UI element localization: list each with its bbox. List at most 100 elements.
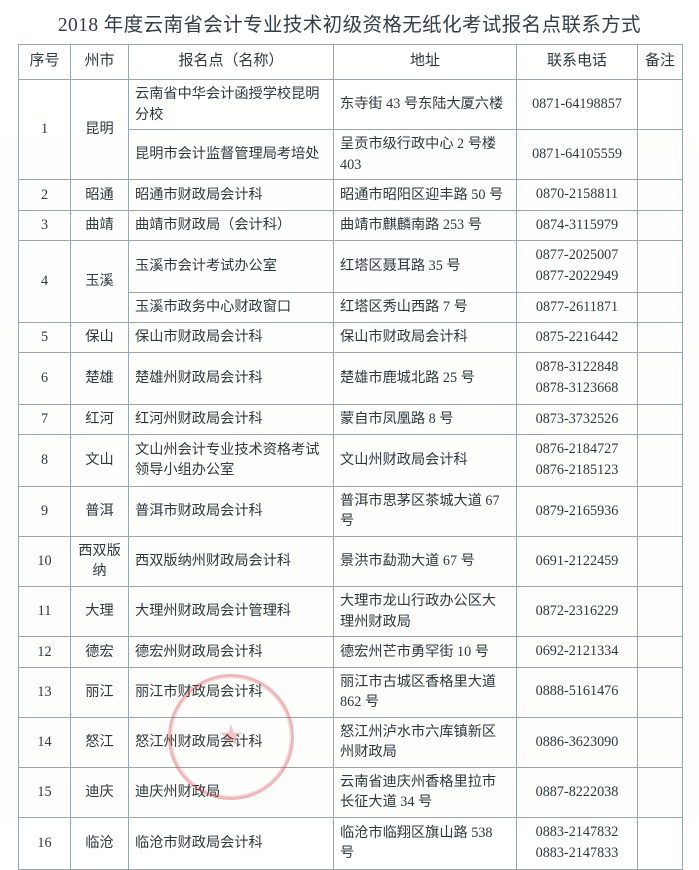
cell-phone: 0878-3122848 0878-3123668: [516, 352, 638, 405]
phone-number: 0883-2147833: [535, 845, 619, 862]
cell-address: 蒙自市凤凰路 8 号: [333, 403, 517, 436]
cell-no: 15: [18, 766, 71, 819]
cell-phone: 0871-64198857: [516, 78, 638, 131]
table-row: 6 楚雄 楚雄州财政局会计科 楚雄市鹿城北路 25 号 0878-3122848 0878…: [18, 352, 683, 405]
cell-note: [637, 403, 683, 436]
cell-site-name: 西双版纳州财政局会计科: [128, 535, 334, 588]
cell-phone: 0879-2165936: [516, 485, 638, 537]
cell-city: 迪庆: [70, 766, 129, 819]
column-header-site: 报名点（名称）: [128, 44, 334, 80]
phone-number: 0877-2025007: [535, 246, 619, 263]
cell-no: 14: [18, 716, 71, 768]
phone-number: 0878-3123668: [535, 380, 619, 397]
table-header: 序号 州市 报名点（名称） 地址 联系电话 备注: [18, 44, 683, 80]
cell-phone: 0871-64105559: [516, 129, 638, 181]
cell-address: 东寺街 43 号东陆大厦六楼: [333, 78, 517, 131]
cell-site-name: 昭通市财政局会计科: [128, 179, 334, 211]
phone-number: 0872-2316229: [535, 602, 619, 619]
cell-phone: 0691-2122459: [516, 535, 638, 588]
cell-city: 保山: [70, 321, 129, 354]
cell-no: 3: [18, 209, 71, 241]
phone-number: 0692-2121334: [535, 643, 619, 660]
cell-phone: 0876-2184727 0876-2185123: [516, 434, 638, 487]
phone-number: 0886-3623090: [535, 733, 619, 750]
phone-number: 0876-2185123: [535, 462, 619, 479]
table-row: 10 西双版纳 西双版纳州财政局会计科 景洪市勐泐大道 67 号 0691-212245…: [18, 535, 683, 588]
cell-note: [637, 666, 683, 718]
cell-note: [637, 766, 683, 819]
cell-site-name: 玉溪市政务中心财政窗口: [128, 291, 334, 323]
cell-phone: 0886-3623090: [516, 716, 638, 768]
cell-note: [637, 321, 683, 354]
cell-address: 景洪市勐泐大道 67 号: [333, 535, 517, 588]
cell-address: 德宏州芒市勇罕街 10 号: [333, 636, 517, 668]
cell-city: 德宏: [70, 636, 129, 668]
cell-address: 保山市财政局会计科: [333, 321, 517, 354]
table-row: 11 大理 大理州财政局会计管理科 大理市龙山行政办公区大理州财政局 0872-2316…: [18, 586, 683, 638]
cell-no: 16: [18, 817, 71, 870]
cell-address: 曲靖市麒麟南路 253 号: [333, 209, 517, 241]
cell-address: 红塔区秀山西路 7 号: [333, 291, 517, 323]
cell-city: 楚雄: [70, 352, 129, 405]
cell-no: 1: [18, 78, 71, 181]
table-row: 7 红河 红河州财政局会计科 蒙自市凤凰路 8 号 0873-3732526: [18, 403, 683, 436]
column-header-note: 备注: [637, 44, 683, 80]
cell-no: 6: [18, 352, 71, 405]
cell-phone: 0873-3732526: [516, 403, 638, 436]
cell-note: [637, 636, 683, 668]
cell-no: 5: [18, 321, 71, 354]
cell-phone: 0872-2316229: [516, 586, 638, 638]
cell-site-name: 文山州会计专业技术资格考试领导小组办公室: [128, 434, 334, 487]
phone-number: 0870-2158811: [535, 186, 619, 203]
cell-site-name: 云南省中华会计函授学校昆明分校: [128, 78, 334, 131]
table-row: 8 文山 文山州会计专业技术资格考试领导小组办公室 文山州财政局会计科 0876-218…: [18, 434, 683, 487]
page-title: 2018 年度云南省会计专业技术初级资格无纸化考试报名点联系方式: [57, 15, 642, 36]
cell-no: 2: [18, 179, 71, 211]
cell-address: 怒江州泸水市六库镇新区州财政局: [333, 716, 517, 768]
cell-site-name: 楚雄州财政局会计科: [128, 352, 334, 405]
cell-no: 13: [18, 666, 71, 718]
cell-address: 呈贡市级行政中心 2 号楼 403: [333, 129, 517, 181]
cell-phone: 0877-2025007 0877-2022949: [516, 239, 638, 293]
cell-phone: 0887-8222038: [516, 766, 638, 819]
cell-note: [637, 78, 683, 131]
column-header-addr: 地址: [333, 44, 517, 80]
cell-site-name: 曲靖市财政局（会计科）: [128, 209, 334, 241]
cell-note: [637, 239, 683, 293]
cell-site-name: 普洱市财政局会计科: [128, 485, 334, 537]
phone-number: 0871-64105559: [532, 146, 622, 163]
phone-number: 0874-3115979: [535, 216, 619, 233]
cell-city: 玉溪: [70, 239, 129, 323]
cell-city: 临沧: [70, 817, 129, 870]
cell-phone: 0883-2147832 0883-2147833: [516, 817, 638, 870]
table-row: 15 迪庆 迪庆州财政局 云南省迪庆州香格里拉市长征大道 34 号 0887-82220…: [18, 766, 683, 819]
table-row: 14 怒江 怒江州财政局会计科 怒江州泸水市六库镇新区州财政局 0886-3623090: [18, 716, 683, 768]
phone-number: 0878-3122848: [535, 359, 619, 376]
cell-address: 丽江市古城区香格里大道 862 号: [333, 666, 517, 718]
phone-number: 0877-2022949: [535, 268, 619, 285]
cell-phone: 0692-2121334: [516, 636, 638, 668]
column-header-city: 州市: [70, 44, 129, 80]
phone-number: 0888-5161476: [535, 683, 619, 700]
cell-city: 文山: [70, 434, 129, 487]
phone-number: 0879-2165936: [535, 502, 619, 519]
cell-phone: 0877-2611871: [516, 291, 638, 323]
cell-no: 7: [18, 403, 71, 436]
cell-note: [637, 817, 683, 870]
phone-number: 0875-2216442: [535, 328, 619, 345]
table-row: 4 玉溪 玉溪市会计考试办公室 红塔区聂耳路 35 号 0877-2025007 0877…: [18, 239, 683, 323]
cell-site-name: 玉溪市会计考试办公室: [128, 239, 334, 293]
cell-site-name: 大理州财政局会计管理科: [128, 586, 334, 638]
cell-address: 大理市龙山行政办公区大理州财政局: [333, 586, 517, 638]
table-row: 16 临沧 临沧市财政局会计科 临沧市临翔区旗山路 538 号 0883-2147832…: [18, 817, 683, 870]
column-header-phone: 联系电话: [516, 44, 638, 80]
table-header-row: 序号 州市 报名点（名称） 地址 联系电话 备注: [18, 44, 683, 80]
cell-phone: 0870-2158811: [516, 179, 638, 211]
table-row: 9 普洱 普洱市财政局会计科 普洱市思茅区茶城大道 67 号 0879-2165936: [18, 485, 683, 537]
cell-address: 普洱市思茅区茶城大道 67 号: [333, 485, 517, 537]
registration-contact-table: 序号 州市 报名点（名称） 地址 联系电话 备注 1 昆明 云南省中华会计函授学校昆…: [18, 44, 683, 870]
cell-address: 云南省迪庆州香格里拉市长征大道 34 号: [333, 766, 517, 819]
table-row: 1 昆明 云南省中华会计函授学校昆明分校 东寺街 43 号东陆大厦六楼 0871-641…: [18, 78, 683, 181]
cell-city: 红河: [70, 403, 129, 436]
